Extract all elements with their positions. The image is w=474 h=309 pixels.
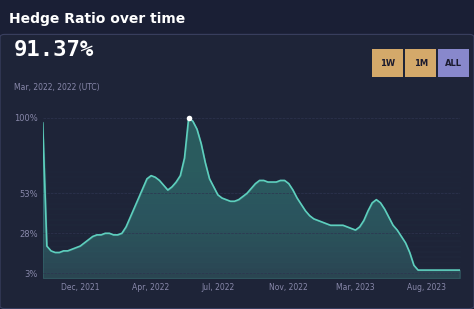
FancyBboxPatch shape xyxy=(404,48,438,78)
FancyBboxPatch shape xyxy=(371,48,404,78)
Text: Hedge Ratio over time: Hedge Ratio over time xyxy=(9,11,186,26)
Text: ALL: ALL xyxy=(446,59,462,68)
Text: 91.37%: 91.37% xyxy=(14,40,94,60)
Text: 1W: 1W xyxy=(380,59,395,68)
FancyBboxPatch shape xyxy=(437,48,471,78)
Text: Mar, 2022, 2022 (UTC): Mar, 2022, 2022 (UTC) xyxy=(14,83,100,92)
Text: 1M: 1M xyxy=(414,59,428,68)
FancyBboxPatch shape xyxy=(0,34,474,309)
